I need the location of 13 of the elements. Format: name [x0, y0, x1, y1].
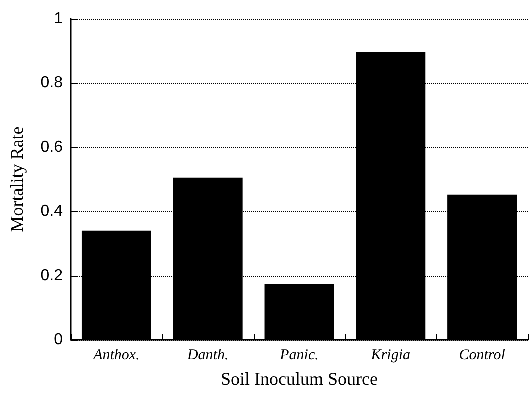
y-tick-label: 1	[54, 10, 64, 28]
x-tick-label: Anthox.	[92, 348, 140, 364]
y-tick-label: 0.4	[40, 203, 64, 220]
x-tick-label: Control	[459, 348, 506, 364]
x-tick-label: Krigia	[370, 348, 410, 364]
x-tick-label: Panic.	[279, 348, 319, 364]
x-axis-title: Soil Inoculum Source	[221, 369, 378, 389]
y-tick-label: 0	[54, 332, 64, 348]
y-tick-label: 0.2	[40, 267, 64, 284]
y-tick-label: 0.6	[40, 138, 64, 156]
y-tick-label: 0.8	[40, 74, 64, 92]
x-tick-label: Danth.	[186, 348, 229, 364]
y-axis-title: Mortality Rate	[7, 126, 27, 232]
